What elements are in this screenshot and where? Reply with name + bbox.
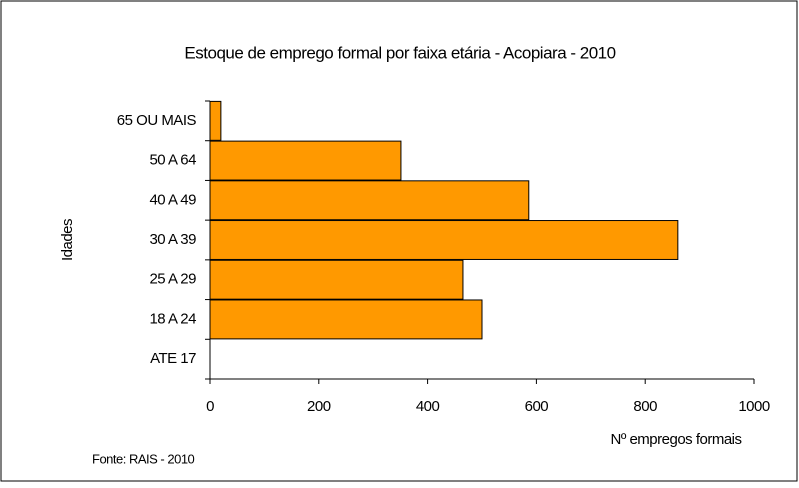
y-axis-label: Idades xyxy=(59,219,76,261)
chart-title: Estoque de emprego formal por faixa etár… xyxy=(184,43,615,62)
x-tick-label: 800 xyxy=(633,398,657,415)
x-tick-label: 1000 xyxy=(738,398,770,415)
y-tick-label: 25 A 29 xyxy=(149,271,196,288)
y-tick-label: 40 A 49 xyxy=(149,191,196,208)
bar xyxy=(209,299,483,340)
x-axis-label: Nº empregos formais xyxy=(610,431,741,448)
bar xyxy=(209,180,530,221)
bar xyxy=(209,140,402,181)
x-tick-label: 200 xyxy=(307,398,331,415)
bar xyxy=(209,259,464,300)
y-tick-label: 65 OU MAIS xyxy=(117,112,197,129)
x-tick-label: 0 xyxy=(206,398,214,415)
y-tick-label: 50 A 64 xyxy=(149,152,196,169)
source-note: Fonte: RAIS - 2010 xyxy=(92,451,195,466)
y-tick-label: 30 A 39 xyxy=(149,231,196,248)
y-tick-label: ATE 17 xyxy=(150,350,196,367)
bar xyxy=(209,100,222,141)
y-tick-label: 18 A 24 xyxy=(149,310,196,327)
bar xyxy=(209,220,679,260)
x-tick-label: 600 xyxy=(525,398,549,415)
x-tick-label: 400 xyxy=(416,398,440,415)
